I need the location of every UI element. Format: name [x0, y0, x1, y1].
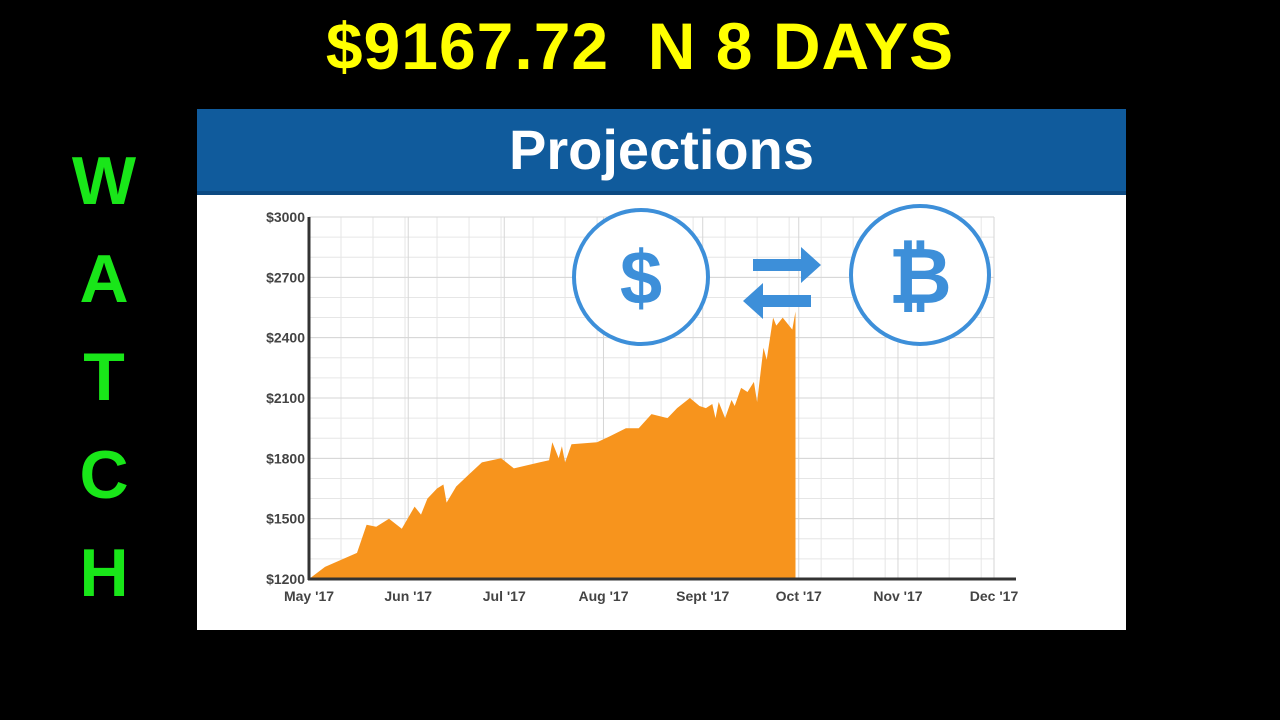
- bitcoin-circle: [849, 204, 991, 346]
- side-letter: W: [71, 143, 137, 219]
- x-tick-label: Jun '17: [384, 588, 432, 604]
- headline: $9167.72 N 8 DAYS: [325, 9, 955, 83]
- projections-chart: $1200 $1500 $1800 $2100 $2400 $2700 $3000 May '…: [266, 204, 1018, 604]
- side-letter: T: [83, 339, 125, 415]
- tick-labels: $1200 $1500 $1800 $2100 $2400 $2700 $3000 May '…: [266, 209, 1018, 604]
- x-tick-label: Oct '17: [776, 588, 822, 604]
- side-letter: H: [79, 535, 129, 611]
- projections-panel: Projections $1200 $1500 $1800 $2100 $2400 $27…: [197, 109, 1126, 630]
- bitcoin-glyph: ₿: [888, 232, 952, 322]
- bitcoin-icon: ₿: [849, 204, 991, 346]
- y-tick-label: $2100: [266, 390, 305, 406]
- x-tick-label: Jul '17: [483, 588, 526, 604]
- axis-layer: [307, 217, 1016, 581]
- x-tick-label: Dec '17: [970, 588, 1019, 604]
- x-tick-label: Sept '17: [676, 588, 729, 604]
- dollar-glyph: $: [620, 236, 662, 321]
- chart-title: Projections: [509, 118, 814, 181]
- area-layer: [309, 311, 796, 579]
- side-word-watch: W A T C H: [58, 142, 150, 612]
- y-tick-label: $2700: [266, 269, 305, 285]
- dollar-circle: [572, 208, 710, 346]
- y-tick-label: $1500: [266, 511, 305, 527]
- y-tick-label: $1800: [266, 450, 305, 466]
- exchange-arrows-icon: [743, 247, 821, 319]
- y-tick-label: $3000: [266, 209, 305, 225]
- x-tick-label: Nov '17: [873, 588, 922, 604]
- price-area: [309, 311, 796, 579]
- x-tick-label: Aug '17: [578, 588, 628, 604]
- x-tick-label: May '17: [284, 588, 334, 604]
- panel-header: Projections: [197, 109, 1126, 195]
- y-tick-label: $1200: [266, 571, 305, 587]
- side-letter: C: [79, 437, 129, 513]
- side-letter: A: [79, 241, 129, 317]
- y-tick-label: $2400: [266, 330, 305, 346]
- icon-layer: $ ₿: [572, 204, 991, 346]
- dollar-icon: $: [572, 208, 710, 346]
- arrow-right-icon: [753, 247, 821, 283]
- arrow-left-icon: [743, 283, 811, 319]
